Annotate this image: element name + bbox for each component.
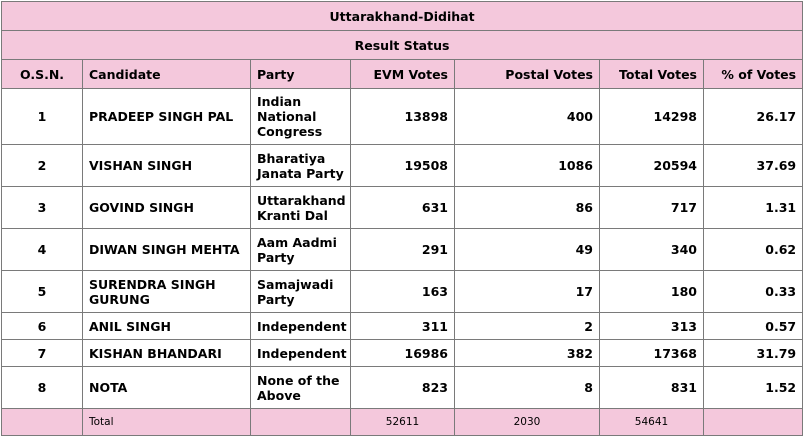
column-header-percent-votes: % of Votes	[702, 59, 804, 89]
osn-cell: 6	[1, 312, 83, 340]
osn-cell: 3	[1, 186, 83, 229]
column-header-candidate: Candidate	[82, 59, 251, 89]
percent-votes-cell: 1.52	[702, 366, 804, 409]
total-votes-cell: 831	[599, 366, 704, 409]
table-row: 3 GOVIND SINGH Uttarakhand Kranti Dal 63…	[1, 186, 804, 229]
osn-cell: 7	[1, 339, 83, 367]
party-cell: Independent	[250, 312, 351, 340]
evm-votes-cell: 19508	[350, 144, 455, 187]
candidate-cell: NOTA	[82, 366, 251, 409]
candidate-cell: SURENDRA SINGH GURUNG	[82, 270, 251, 313]
total-votes-cell: 340	[599, 228, 704, 271]
table-row: 1 PRADEEP SINGH PAL Indian National Cong…	[1, 88, 804, 145]
party-cell: Indian National Congress	[250, 88, 351, 145]
totals-total-votes: 54641	[599, 408, 704, 436]
percent-votes-cell: 1.31	[702, 186, 804, 229]
total-votes-cell: 14298	[599, 88, 704, 145]
percent-votes-cell: 26.17	[702, 88, 804, 145]
total-votes-cell: 20594	[599, 144, 704, 187]
osn-cell: 1	[1, 88, 83, 145]
table-row: 4 DIWAN SINGH MEHTA Aam Aadmi Party 291 …	[1, 228, 804, 271]
osn-cell: 2	[1, 144, 83, 187]
total-votes-cell: 17368	[599, 339, 704, 367]
title-row: Uttarakhand-Didihat	[0, 1, 804, 31]
candidate-cell: ANIL SINGH	[82, 312, 251, 340]
percent-votes-cell: 31.79	[702, 339, 804, 367]
table-title: Uttarakhand-Didihat	[0, 1, 804, 31]
column-header-total-votes: Total Votes	[599, 59, 704, 89]
party-cell: Aam Aadmi Party	[250, 228, 351, 271]
total-votes-cell: 180	[599, 270, 704, 313]
table-row: 8 NOTA None of the Above 823 8 831 1.52	[1, 366, 804, 409]
evm-votes-cell: 823	[350, 366, 455, 409]
evm-votes-cell: 13898	[350, 88, 455, 145]
party-cell: None of the Above	[250, 366, 351, 409]
column-header-postal-votes: Postal Votes	[454, 59, 600, 89]
postal-votes-cell: 400	[454, 88, 600, 145]
totals-empty-cell	[250, 408, 351, 436]
subtitle-row: Result Status	[0, 30, 804, 60]
percent-votes-cell: 0.57	[702, 312, 804, 340]
totals-empty-cell	[1, 408, 83, 436]
percent-votes-cell: 0.62	[702, 228, 804, 271]
osn-cell: 8	[1, 366, 83, 409]
table-subtitle: Result Status	[0, 30, 804, 60]
osn-cell: 4	[1, 228, 83, 271]
totals-row: Total 52611 2030 54641	[1, 408, 804, 436]
percent-votes-cell: 0.33	[702, 270, 804, 313]
column-header-party: Party	[250, 59, 351, 89]
evm-votes-cell: 16986	[350, 339, 455, 367]
table-row: 2 VISHAN SINGH Bharatiya Janata Party 19…	[1, 144, 804, 187]
totals-postal-votes: 2030	[454, 408, 600, 436]
column-header-evm-votes: EVM Votes	[350, 59, 455, 89]
total-votes-cell: 717	[599, 186, 704, 229]
party-cell: Bharatiya Janata Party	[250, 144, 351, 187]
postal-votes-cell: 8	[454, 366, 600, 409]
osn-cell: 5	[1, 270, 83, 313]
totals-empty-cell	[702, 408, 804, 436]
postal-votes-cell: 382	[454, 339, 600, 367]
table-row: 5 SURENDRA SINGH GURUNG Samajwadi Party …	[1, 270, 804, 313]
evm-votes-cell: 291	[350, 228, 455, 271]
table-row: 7 KISHAN BHANDARI Independent 16986 382 …	[1, 339, 804, 367]
postal-votes-cell: 2	[454, 312, 600, 340]
postal-votes-cell: 86	[454, 186, 600, 229]
percent-votes-cell: 37.69	[702, 144, 804, 187]
postal-votes-cell: 1086	[454, 144, 600, 187]
table-row: 6 ANIL SINGH Independent 311 2 313 0.57	[1, 312, 804, 340]
candidate-cell: PRADEEP SINGH PAL	[82, 88, 251, 145]
candidate-cell: KISHAN BHANDARI	[82, 339, 251, 367]
candidate-cell: GOVIND SINGH	[82, 186, 251, 229]
total-votes-cell: 313	[599, 312, 704, 340]
party-cell: Independent	[250, 339, 351, 367]
party-cell: Uttarakhand Kranti Dal	[250, 186, 351, 229]
candidate-cell: VISHAN SINGH	[82, 144, 251, 187]
party-cell: Samajwadi Party	[250, 270, 351, 313]
postal-votes-cell: 49	[454, 228, 600, 271]
evm-votes-cell: 631	[350, 186, 455, 229]
column-header-osn: O.S.N.	[1, 59, 83, 89]
candidate-cell: DIWAN SINGH MEHTA	[82, 228, 251, 271]
evm-votes-cell: 163	[350, 270, 455, 313]
header-row: O.S.N. Candidate Party EVM Votes Postal …	[1, 59, 804, 89]
postal-votes-cell: 17	[454, 270, 600, 313]
evm-votes-cell: 311	[350, 312, 455, 340]
totals-label: Total	[82, 408, 251, 436]
totals-evm-votes: 52611	[350, 408, 455, 436]
